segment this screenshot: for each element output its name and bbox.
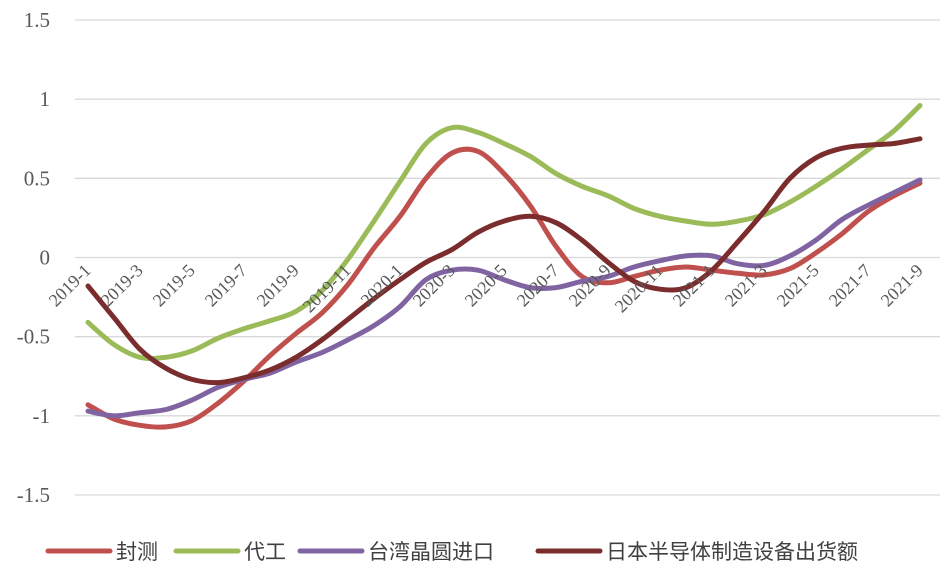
x-tick-label: 2019-9 (253, 260, 303, 310)
series-lines (85, 103, 923, 430)
legend-label: 封测 (116, 540, 158, 564)
y-tick-label: 1 (40, 87, 51, 111)
x-tick-label: 2019-3 (97, 260, 147, 310)
series-line-2 (85, 177, 923, 419)
y-tick-label: -1 (33, 404, 51, 428)
series-line-3 (85, 136, 923, 386)
x-tick-label: 2020-1 (357, 260, 407, 310)
x-tick-label: 2021-5 (773, 260, 823, 310)
series-line-1 (85, 103, 923, 361)
y-tick-label: 0 (40, 246, 51, 270)
x-tick-label: 2021-9 (877, 260, 927, 310)
y-axis: 1.5 1 0.5 0 -0.5 -1 -1.5 (17, 8, 50, 507)
y-tick-label: -1.5 (17, 483, 50, 507)
legend-label: 台湾晶圆进口 (368, 540, 494, 564)
x-tick-label: 2019-7 (201, 260, 251, 310)
x-tick-label: 2021-3 (721, 260, 771, 310)
legend: 封测 代工 台湾晶圆进口 日本半导体制造设备出货额 (45, 540, 858, 564)
series-line-0 (85, 146, 923, 430)
legend-label: 代工 (244, 540, 286, 564)
y-tick-label: 0.5 (24, 166, 50, 190)
legend-label: 日本半导体制造设备出货额 (606, 540, 858, 564)
x-tick-label: 2021-7 (825, 260, 875, 310)
y-tick-label: -0.5 (17, 325, 50, 349)
x-tick-label: 2019-5 (149, 260, 199, 310)
y-tick-label: 1.5 (24, 8, 50, 32)
